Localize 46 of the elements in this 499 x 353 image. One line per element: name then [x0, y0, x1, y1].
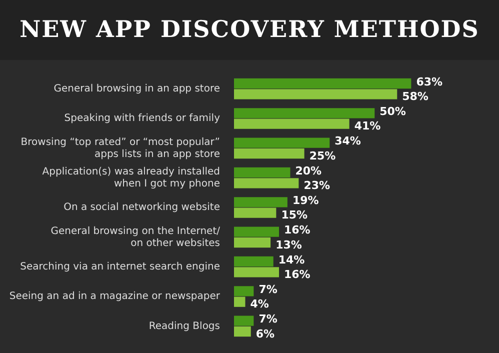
bar	[234, 178, 299, 188]
bar	[234, 148, 304, 159]
chart-title: NEW APP DISCOVERY METHODS	[0, 0, 499, 60]
bar	[234, 286, 254, 296]
bar	[234, 167, 290, 178]
data-label: 16%	[284, 224, 310, 237]
y-tick-label: General browsing on the Internet/ on other websites	[50, 226, 221, 249]
data-label: 63%	[416, 75, 443, 88]
y-tick-label: Seeing an ad in a magazine or newspaper	[9, 291, 221, 302]
y-tick-label: On a social networking website	[64, 202, 220, 214]
bar	[234, 326, 251, 337]
data-label: 16%	[284, 268, 310, 282]
bar	[234, 118, 350, 129]
data-label: 19%	[292, 194, 319, 208]
data-label: 13%	[276, 238, 302, 252]
y-tick-label: Browsing “top rated” or “most popular” apps lists in an app store	[20, 136, 220, 160]
bar	[234, 89, 398, 100]
y-tick-label: Searching via an internet search engine	[20, 261, 220, 272]
bar	[234, 237, 271, 248]
data-label: 7%	[258, 312, 278, 326]
data-label: 6%	[256, 327, 275, 340]
bar	[234, 316, 254, 326]
data-label: 25%	[309, 149, 336, 162]
y-tick-label: Reading Blogs	[148, 320, 220, 332]
data-label: 4%	[250, 298, 269, 311]
data-label: 34%	[334, 134, 361, 148]
bar	[234, 256, 274, 267]
data-label: 7%	[258, 283, 278, 296]
data-label: 14%	[278, 253, 305, 266]
bar	[234, 78, 412, 89]
bar	[234, 226, 279, 237]
bar	[234, 208, 276, 218]
data-label: 15%	[281, 208, 308, 222]
bar	[234, 138, 330, 148]
y-tick-label: Application(s) was already installed when I got my phone	[42, 166, 220, 190]
data-label: 20%	[295, 164, 322, 178]
data-label: 50%	[380, 105, 406, 118]
bar	[234, 197, 288, 208]
data-label: 23%	[304, 179, 330, 192]
y-tick-label: General browsing in an app store	[54, 83, 220, 94]
bar	[234, 108, 375, 118]
data-label: 41%	[354, 120, 381, 133]
bar	[234, 296, 246, 307]
bar	[234, 267, 279, 278]
y-tick-label: Speaking with friends or family	[64, 113, 220, 124]
data-label: 58%	[402, 90, 428, 104]
